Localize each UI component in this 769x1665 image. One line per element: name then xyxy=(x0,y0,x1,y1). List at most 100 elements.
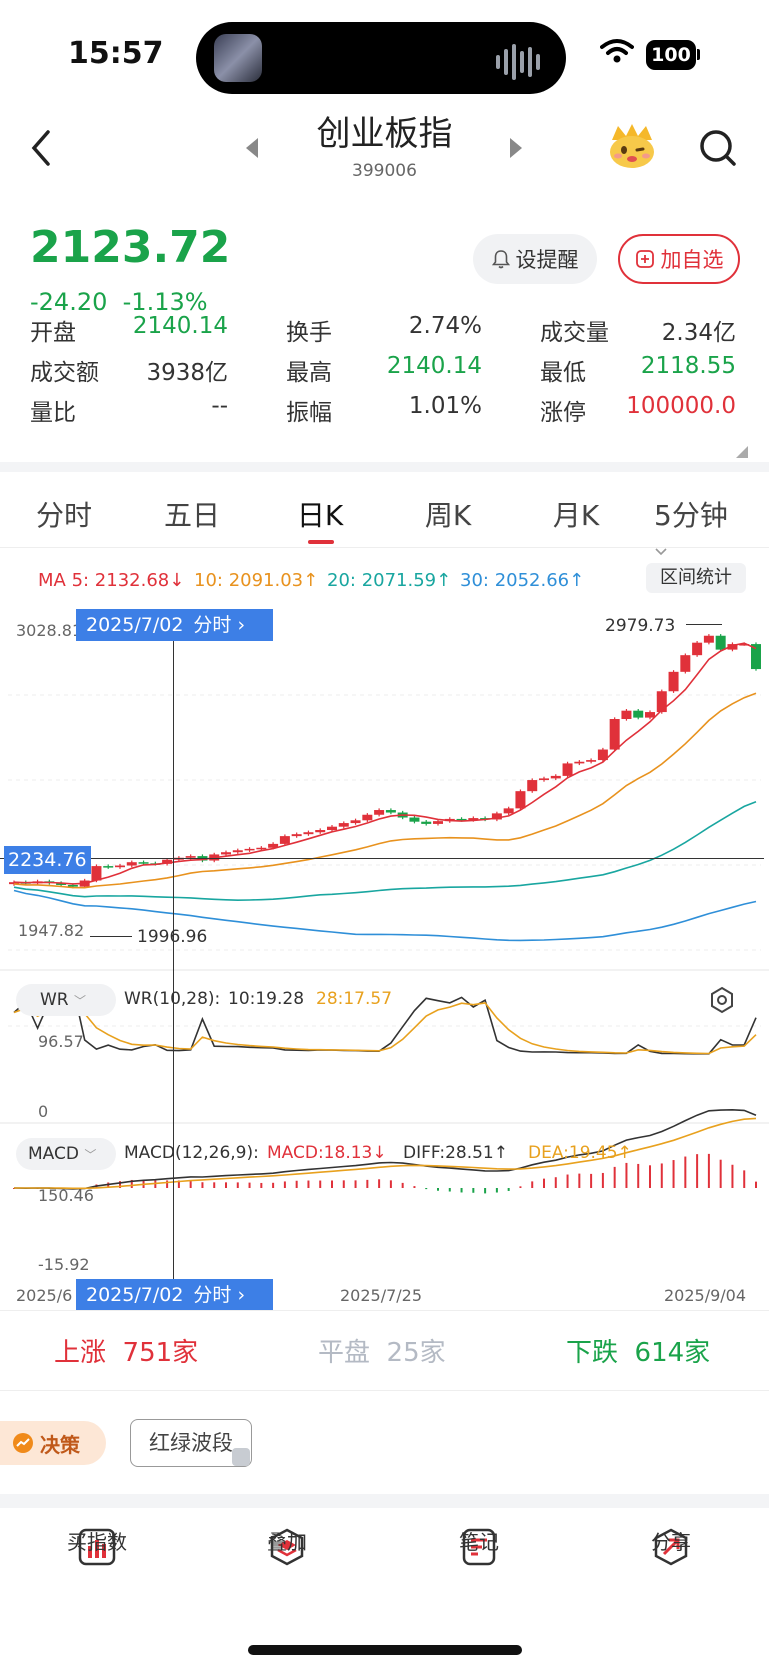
indicator-settings-icon[interactable] xyxy=(708,986,736,1014)
macd-bar xyxy=(295,1180,298,1188)
candle xyxy=(550,775,561,779)
tab-intraday[interactable]: 分时 xyxy=(35,499,92,532)
macd-bar xyxy=(331,1180,333,1188)
wr-value-1: 10:19.28 xyxy=(228,989,305,1009)
bar-chart-icon[interactable] xyxy=(78,1528,116,1566)
wifi-icon xyxy=(600,39,634,63)
tab-five-day[interactable]: 五日 xyxy=(163,499,220,532)
candle xyxy=(279,836,290,844)
candle xyxy=(185,856,196,858)
layers-icon[interactable] xyxy=(268,1528,306,1566)
wr-zero-label: 0 xyxy=(38,1102,49,1121)
nav-share[interactable]: 分享 xyxy=(651,1530,691,1554)
decision-label: 决策 xyxy=(40,1432,80,1457)
candle xyxy=(103,866,114,868)
crosshair-date-tag-bottom[interactable]: 2025/7/02 分时 › xyxy=(76,1279,273,1311)
macd-params: MACD(12,26,9): xyxy=(124,1143,259,1163)
ma30-legend: 30: 2052.66↑ xyxy=(460,570,585,591)
wr-indicator-select[interactable]: WR ﹀ xyxy=(16,984,116,1016)
search-icon[interactable] xyxy=(698,128,738,168)
candle xyxy=(656,691,667,713)
decliners-label: 下跌 xyxy=(566,1338,619,1368)
crosshair-value-tag: 2234.76 xyxy=(4,846,91,874)
stat-label: 涨停 xyxy=(540,400,586,426)
nav-buy-index[interactable]: 买指数 xyxy=(67,1530,127,1554)
candle xyxy=(362,814,373,821)
candle xyxy=(574,761,585,764)
page-title: 创业板指 xyxy=(316,114,453,154)
date-mid-label: 2025/7/25 xyxy=(340,1286,423,1305)
candle xyxy=(456,818,467,821)
macd-bar xyxy=(189,1180,192,1188)
macd-bar xyxy=(637,1163,640,1188)
stat-value: 100000.0 xyxy=(626,393,736,419)
stat-value: 1.01% xyxy=(408,393,482,419)
back-icon[interactable] xyxy=(28,128,54,168)
stat-label: 换手 xyxy=(286,320,332,346)
macd-bar xyxy=(660,1163,663,1188)
range-stats-button[interactable]: 区间统计 xyxy=(646,563,746,593)
advancers-count: 751家 xyxy=(122,1338,199,1368)
candle xyxy=(67,884,78,887)
wr-params: WR(10,28): xyxy=(124,989,221,1009)
macd-select-label: MACD xyxy=(28,1144,79,1164)
ma20-line xyxy=(13,800,757,902)
macd-bar xyxy=(601,1172,604,1188)
red-green-wave-label: 红绿波段 xyxy=(149,1431,233,1455)
candle xyxy=(115,865,125,868)
macd-indicator-select[interactable]: MACD ﹀ xyxy=(16,1138,116,1170)
candle xyxy=(692,642,703,656)
candle xyxy=(303,832,314,835)
macd-bar xyxy=(213,1182,216,1188)
tab-monthly-k[interactable]: 月K xyxy=(552,499,600,532)
wr-line xyxy=(13,985,757,1055)
candle xyxy=(633,710,644,718)
decision-button[interactable]: 决策 xyxy=(0,1421,106,1465)
min-leader xyxy=(90,936,132,937)
kline-chart[interactable] xyxy=(0,600,769,1290)
macd-bar xyxy=(272,1182,275,1188)
macd-bar xyxy=(177,1180,180,1188)
candle xyxy=(256,847,267,850)
next-stock-icon[interactable] xyxy=(508,136,524,160)
red-green-wave-button[interactable]: 红绿波段 xyxy=(130,1419,252,1467)
candle xyxy=(515,791,526,809)
tab-5min[interactable]: 5分钟 xyxy=(654,494,750,567)
unchanged: 平盘 25家 xyxy=(318,1332,446,1369)
candle xyxy=(315,830,326,833)
expand-corner-icon[interactable] xyxy=(736,446,748,458)
ma-lines xyxy=(13,642,757,942)
tab-weekly-k[interactable]: 周K xyxy=(424,499,472,532)
macd-bar xyxy=(389,1180,392,1188)
tab-daily-k[interactable]: 日K xyxy=(296,499,344,532)
note-icon[interactable] xyxy=(460,1528,498,1566)
current-price: 2123.72 xyxy=(30,222,231,273)
nav-overlay[interactable]: 叠加 xyxy=(267,1530,307,1554)
audio-wave-icon xyxy=(496,44,540,80)
stock-code: 399006 xyxy=(352,161,417,181)
candle xyxy=(291,834,302,837)
macd-bar xyxy=(354,1180,357,1188)
set-alert-button[interactable]: 设提醒 xyxy=(473,234,597,284)
crosshair-date-bottom: 2025/7/02 xyxy=(86,1284,184,1306)
plus-square-icon xyxy=(635,250,654,268)
crosshair-date-tag[interactable]: 2025/7/02 分时 › xyxy=(76,609,273,641)
macd-top-label: 150.46 xyxy=(38,1186,94,1205)
change-value: -24.20 xyxy=(30,288,108,316)
y-axis-low: 1947.82 xyxy=(18,921,85,940)
decision-icon xyxy=(13,1433,33,1453)
candle xyxy=(409,817,420,822)
mascot-icon[interactable] xyxy=(606,122,658,170)
tab-5min-label: 5分钟 xyxy=(654,499,728,532)
share-icon[interactable] xyxy=(652,1528,690,1566)
dynamic-island xyxy=(196,22,566,94)
date-end-label: 2025/9/04 xyxy=(664,1286,747,1305)
stat-label: 最高 xyxy=(286,360,332,386)
price-change: -24.20 -1.13% xyxy=(30,288,208,316)
add-watchlist-button[interactable]: 加自选 xyxy=(618,234,740,284)
macd-bar xyxy=(260,1182,263,1188)
candle xyxy=(9,882,19,885)
change-percent: -1.13% xyxy=(122,288,208,316)
nav-notes[interactable]: 笔记 xyxy=(459,1530,499,1554)
prev-stock-icon[interactable] xyxy=(244,136,260,160)
